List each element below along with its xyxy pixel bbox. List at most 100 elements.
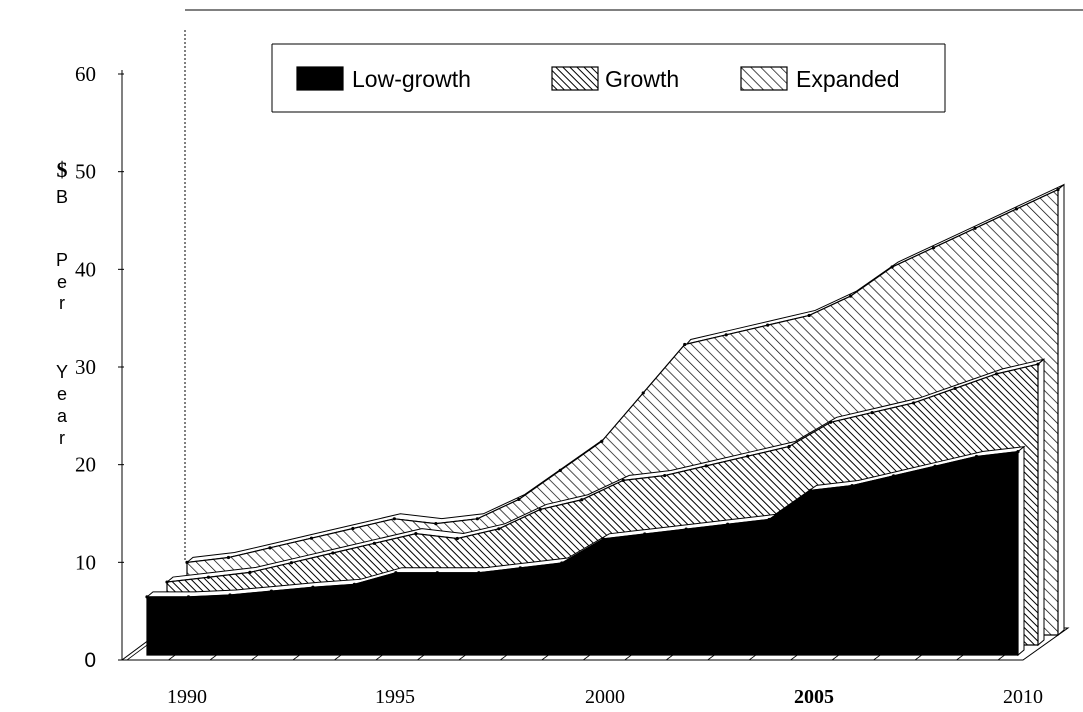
data-point [165,580,169,584]
y-tick-label: 20 [75,453,96,477]
data-point [809,488,813,492]
series-side-face [1037,358,1045,647]
data-point [704,464,708,468]
legend-swatch-low-growth [296,66,344,91]
data-point [766,323,770,327]
x-axis-ticks: 1990 1995 2000 2005 2010 [167,686,1043,708]
legend-label: Growth [605,66,679,92]
x-tick-label: 1995 [375,686,415,708]
data-point [600,439,604,443]
data-point [351,526,355,531]
data-point [269,589,274,593]
data-point [538,507,542,512]
data-point [394,571,398,575]
x-tick-label: 2010 [1003,686,1043,708]
data-point [392,517,396,521]
data-point [226,555,231,560]
data-point [663,473,667,478]
data-point [911,401,916,405]
data-point [206,575,211,579]
data-point [850,483,854,488]
y-label-char: B [56,187,68,207]
data-point [724,333,728,337]
y-tick-label: 10 [75,550,96,574]
data-point [475,517,479,521]
y-tick-label: 50 [75,160,96,184]
data-point [643,532,647,536]
data-point [1014,207,1019,211]
data-point [829,420,833,424]
x-tick-label: 1990 [167,686,207,708]
data-point [601,537,605,541]
data-point [517,497,521,502]
data-point [455,536,459,541]
data-point [309,536,314,540]
data-point [767,517,771,522]
data-point [683,342,687,347]
data-point [580,498,584,502]
data-point [497,527,501,531]
data-point [268,546,272,550]
data-point [185,560,189,564]
legend-label: Expanded [796,66,900,92]
data-point [931,246,936,250]
data-point [726,522,730,526]
data-point [974,454,979,459]
legend: Low-growth Growth Expanded [271,43,946,113]
series-side-face [1057,183,1065,637]
y-label-char: r [59,293,65,313]
data-point [414,532,418,536]
y-tick-label: 40 [75,257,96,281]
y-label-char: r [59,428,65,448]
data-point [558,468,562,472]
legend-swatch-growth [551,66,599,91]
y-label-char: Y [56,362,68,382]
data-point [560,561,564,565]
y-label-char: e [57,384,67,404]
legend-swatch-expanded [740,66,788,91]
data-point [891,474,896,478]
y-axis-ticks: 0 10 20 30 40 50 60 [75,62,124,672]
data-point [435,571,439,575]
data-point [890,265,894,269]
data-point [434,522,438,526]
data-point [933,464,937,468]
series-low-growth-area [145,445,1026,657]
data-point [641,391,645,395]
data-point [994,372,999,376]
data-point [787,444,791,449]
x-tick-label: 2000 [585,686,625,708]
x-tick-label: 2005 [794,686,834,708]
data-point [621,478,625,482]
y-tick-label: 0 [84,649,96,672]
data-point [289,561,294,565]
data-point [973,226,977,230]
y-label-char: e [57,272,67,292]
data-point [1036,362,1040,366]
y-tick-label: 30 [75,355,96,379]
data-point [477,571,481,575]
legend-label: Low-growth [352,66,471,92]
data-point [145,595,149,599]
data-point [870,411,874,415]
data-point [1056,187,1060,192]
data-point [331,551,335,555]
y-tick-label: 60 [75,62,96,86]
data-point [352,582,356,586]
data-point [807,313,811,318]
data-point [684,527,688,531]
data-point [311,585,315,589]
y-label-char: P [56,250,68,270]
data-point [186,595,191,599]
data-point [248,570,252,574]
y-label-char: $ [57,157,68,182]
data-point [746,454,750,458]
data-point [1016,450,1020,454]
data-point [228,593,232,597]
y-label-char: a [57,406,68,426]
data-point [849,294,853,298]
data-point [518,566,522,570]
series-side-face [1017,445,1025,657]
